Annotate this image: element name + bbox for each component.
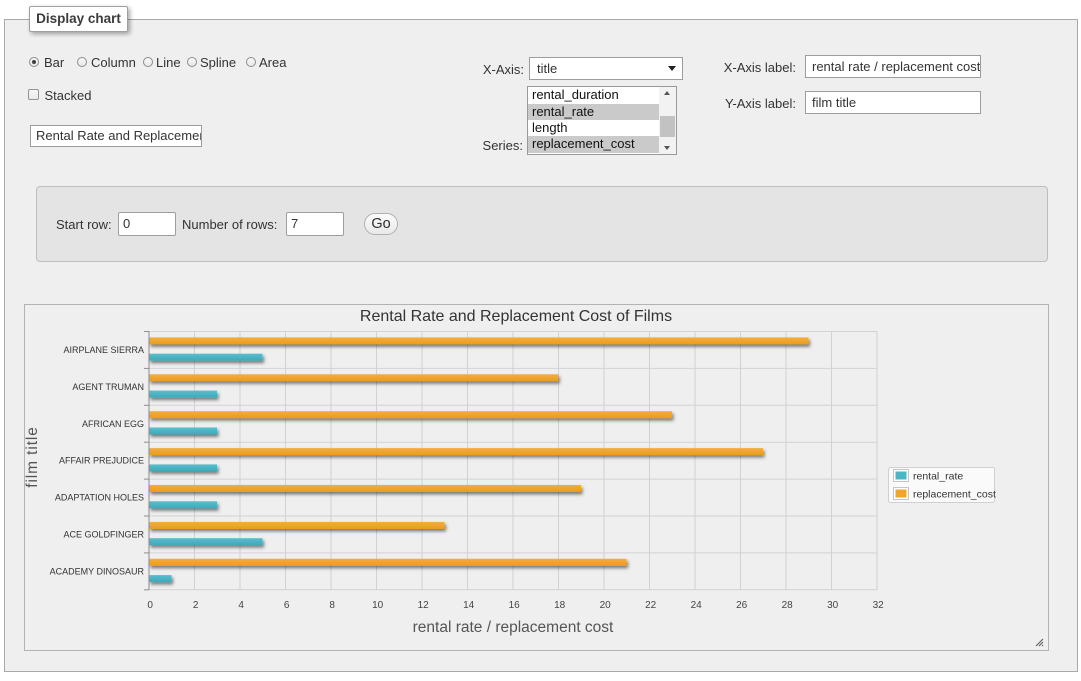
svg-text:24: 24: [691, 600, 703, 611]
svg-text:AGENT TRUMAN: AGENT TRUMAN: [72, 382, 144, 392]
svg-text:Rental Rate and Replacement Co: Rental Rate and Replacement Cost of Film…: [360, 308, 672, 325]
svg-text:16: 16: [509, 600, 521, 611]
svg-text:22: 22: [645, 600, 657, 611]
svg-text:rental_rate: rental_rate: [913, 471, 963, 483]
svg-text:rental rate / replacement cost: rental rate / replacement cost: [413, 619, 614, 636]
svg-text:AIRPLANE SIERRA: AIRPLANE SIERRA: [63, 345, 144, 355]
svg-text:28: 28: [782, 600, 794, 611]
svg-text:0: 0: [147, 600, 153, 611]
svg-text:film title: film title: [25, 426, 41, 488]
svg-text:2: 2: [193, 600, 199, 611]
svg-text:26: 26: [736, 600, 748, 611]
svg-text:6: 6: [284, 600, 290, 611]
svg-text:ADAPTATION HOLES: ADAPTATION HOLES: [55, 493, 144, 503]
svg-text:replacement_cost: replacement_cost: [913, 489, 996, 501]
svg-text:30: 30: [827, 600, 839, 611]
svg-text:20: 20: [600, 600, 612, 611]
svg-text:14: 14: [463, 600, 475, 611]
svg-text:ACADEMY DINOSAUR: ACADEMY DINOSAUR: [50, 566, 145, 576]
svg-text:8: 8: [329, 600, 335, 611]
svg-text:12: 12: [418, 600, 430, 611]
svg-text:10: 10: [372, 600, 384, 611]
svg-text:AFFAIR PREJUDICE: AFFAIR PREJUDICE: [59, 456, 144, 466]
svg-text:32: 32: [873, 600, 885, 611]
svg-text:AFRICAN EGG: AFRICAN EGG: [82, 419, 144, 429]
svg-text:18: 18: [554, 600, 566, 611]
svg-text:4: 4: [238, 600, 244, 611]
svg-text:ACE GOLDFINGER: ACE GOLDFINGER: [63, 529, 144, 539]
